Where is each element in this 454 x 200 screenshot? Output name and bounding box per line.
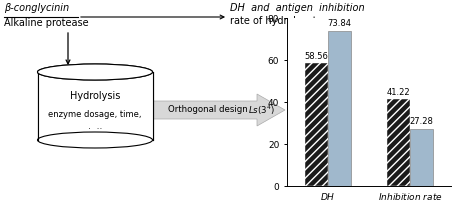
Text: 73.84: 73.84 <box>327 19 351 28</box>
Text: β-conglycinin: β-conglycinin <box>4 3 69 13</box>
Text: 58.56: 58.56 <box>305 52 328 61</box>
Text: 41.22: 41.22 <box>387 88 410 97</box>
Ellipse shape <box>38 64 153 80</box>
Ellipse shape <box>38 64 153 80</box>
Text: Hydrolysis: Hydrolysis <box>70 91 120 101</box>
Text: ·  ··: · ·· <box>88 125 102 134</box>
Text: DH  and  antigen  inhibition: DH and antigen inhibition <box>230 3 365 13</box>
Bar <box>410 129 433 186</box>
Bar <box>328 31 351 186</box>
Text: Alkaline protease: Alkaline protease <box>4 18 89 28</box>
Text: 27.28: 27.28 <box>410 117 434 126</box>
Polygon shape <box>153 94 285 126</box>
Bar <box>387 99 410 186</box>
Text: $\mathit{L}$$\mathit{s}$(3$^4$): $\mathit{L}$$\mathit{s}$(3$^4$) <box>247 103 275 117</box>
Bar <box>305 63 328 186</box>
Text: rate of hydrolysates: rate of hydrolysates <box>230 16 328 26</box>
Bar <box>38 72 153 140</box>
Ellipse shape <box>38 132 153 148</box>
Text: enzyme dosage, time,: enzyme dosage, time, <box>48 110 142 119</box>
Text: Orthogonal design: Orthogonal design <box>168 106 250 114</box>
